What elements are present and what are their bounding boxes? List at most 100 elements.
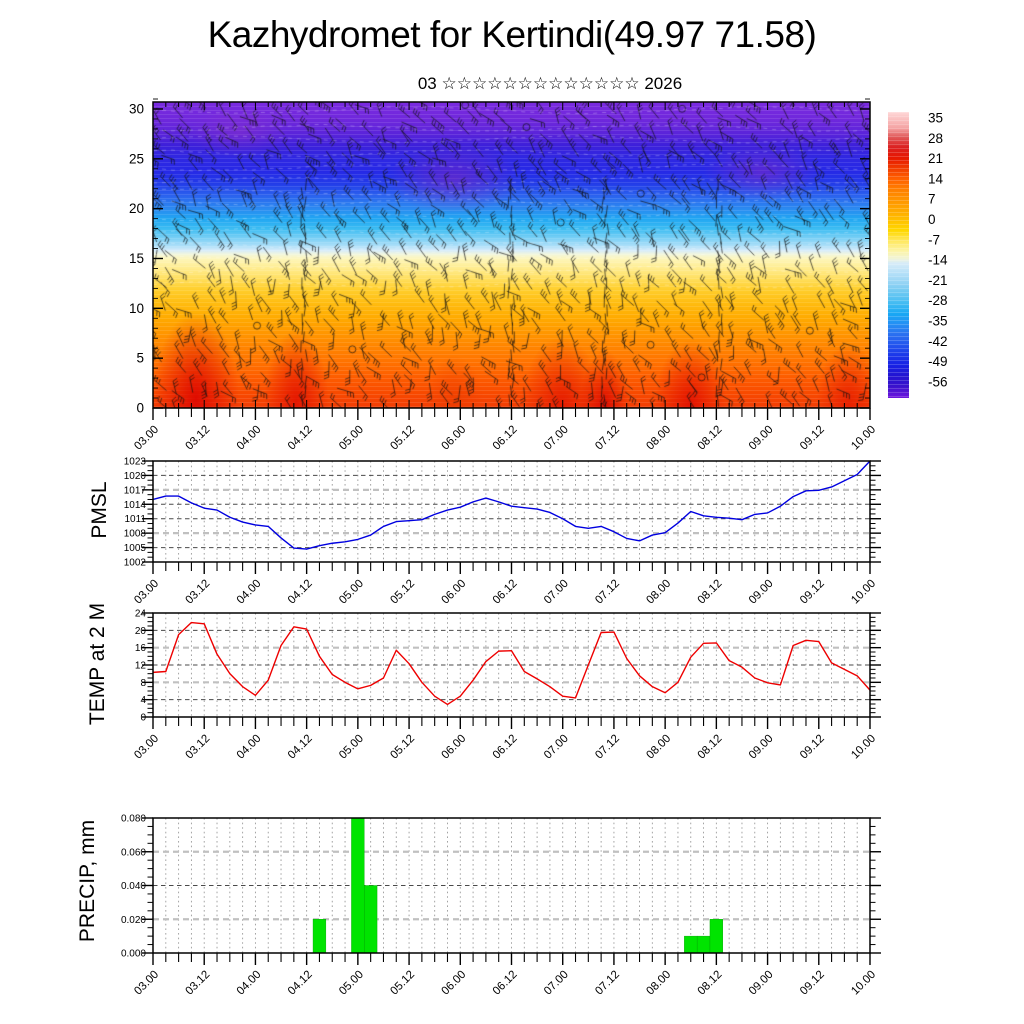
y-tick-label: 4 (140, 695, 146, 706)
y-tick-label: 1008 (124, 529, 147, 540)
x-tick-label: 09.00 (747, 424, 776, 453)
x-tick-label: 06.12 (491, 733, 520, 762)
x-tick-label: 05.00 (337, 424, 366, 453)
precip-bar (312, 919, 327, 954)
x-tick-label: 06.12 (491, 969, 520, 998)
pmsl-series-line (152, 460, 871, 550)
x-tick-label: 05.12 (388, 969, 417, 998)
y-tick-label: 1017 (124, 485, 147, 496)
x-tick-label: 04.12 (286, 733, 315, 762)
x-tick-label: 03.00 (132, 969, 161, 998)
x-tick-label: 08.00 (644, 578, 673, 607)
x-tick-label: 04.00 (235, 733, 264, 762)
precip-bar (709, 919, 723, 954)
x-tick-label: 04.12 (286, 969, 315, 998)
y-tick-label: 0 (140, 713, 146, 724)
y-tick-label: 0 (136, 401, 144, 416)
colorbar-tick-label: 28 (928, 131, 943, 146)
x-tick-label: 08.12 (696, 733, 725, 762)
x-tick-label: 07.12 (593, 733, 622, 762)
x-tick-label: 07.12 (593, 578, 622, 607)
colorbar-tick-label: -35 (928, 314, 948, 329)
y-tick-label: 1020 (124, 471, 147, 482)
x-tick-label: 09.00 (747, 578, 776, 607)
temp2m-series-line (152, 621, 871, 706)
y-tick-label: 12 (135, 661, 147, 672)
y-tick-label: 10 (129, 301, 144, 316)
pmsl-frame (152, 460, 871, 563)
x-tick-label: 09.00 (747, 969, 776, 998)
y-tick-label: 0.020 (121, 915, 146, 926)
y-tick-label: 1011 (124, 514, 146, 525)
x-tick-label: 03.12 (183, 969, 212, 998)
x-tick-label: 10.00 (849, 424, 878, 453)
y-tick-label: 1023 (124, 457, 147, 468)
y-tick-label: 1002 (124, 558, 147, 569)
x-tick-label: 09.12 (798, 578, 827, 607)
x-tick-label: 10.00 (849, 969, 878, 998)
y-tick-label: 0.040 (121, 881, 146, 892)
x-tick-label: 06.12 (491, 424, 520, 453)
x-tick-label: 08.00 (644, 969, 673, 998)
colorbar-tick-label: -42 (928, 334, 948, 349)
x-tick-label: 08.12 (696, 424, 725, 453)
x-tick-label: 04.12 (286, 578, 315, 607)
y-tick-label: 25 (129, 151, 144, 166)
x-tick-label: 03.12 (183, 578, 212, 607)
y-tick-label: 0.000 (121, 949, 146, 960)
x-tick-label: 06.12 (491, 578, 520, 607)
x-tick-label: 05.12 (388, 424, 417, 453)
x-tick-label: 09.12 (798, 424, 827, 453)
colorbar-tick-label: 21 (928, 151, 943, 166)
precip-bar (364, 885, 378, 954)
x-tick-label: 08.00 (644, 424, 673, 453)
x-tick-label: 08.00 (644, 733, 673, 762)
y-tick-label: 16 (135, 643, 147, 654)
y-tick-label: 1014 (124, 500, 147, 511)
colorbar-tick-label: -7 (928, 232, 940, 247)
x-tick-label: 10.00 (849, 578, 878, 607)
y-tick-label: 30 (129, 101, 144, 116)
x-tick-label: 03.00 (132, 424, 161, 453)
x-tick-label: 03.00 (132, 578, 161, 607)
x-tick-label: 06.00 (440, 578, 469, 607)
x-tick-label: 08.12 (696, 969, 725, 998)
x-tick-label: 07.00 (542, 733, 571, 762)
x-tick-label: 06.00 (440, 424, 469, 453)
x-tick-label: 07.12 (593, 969, 622, 998)
temperature-colorbar (888, 112, 909, 398)
colorbar-tick-label: 14 (928, 171, 944, 186)
x-tick-label: 05.00 (337, 733, 366, 762)
page-title: Kazhydromet for Kertindi(49.97 71.58) (207, 14, 817, 55)
y-tick-label: 1005 (124, 543, 147, 554)
x-tick-label: 07.00 (542, 424, 571, 453)
x-tick-label: 05.00 (337, 969, 366, 998)
x-tick-label: 07.00 (542, 578, 571, 607)
x-tick-label: 05.00 (337, 578, 366, 607)
y-tick-label: 5 (136, 351, 144, 366)
x-tick-label: 05.12 (388, 733, 417, 762)
colorbar-tick-label: 7 (928, 192, 936, 207)
x-tick-label: 08.12 (696, 578, 725, 607)
x-tick-label: 06.00 (440, 969, 469, 998)
wind-barbs-layer (153, 102, 870, 408)
colorbar-tick-label: -14 (928, 253, 948, 268)
x-tick-label: 03.12 (183, 424, 212, 453)
colorbar-tick-label: 0 (928, 212, 936, 227)
y-tick-label: 20 (129, 201, 144, 216)
precip-bar (684, 935, 698, 954)
y-tick-label: 8 (140, 678, 146, 689)
y-tick-label: 15 (129, 251, 144, 266)
x-tick-label: 05.12 (388, 578, 417, 607)
x-tick-label: 04.00 (235, 578, 264, 607)
x-tick-label: 09.12 (798, 969, 827, 998)
x-tick-label: 04.12 (286, 424, 315, 453)
x-tick-label: 07.12 (593, 424, 622, 453)
y-tick-label: 20 (135, 626, 147, 637)
y-tick-label: 0.080 (121, 814, 146, 825)
precip-bar (696, 935, 711, 954)
x-tick-label: 09.12 (798, 733, 827, 762)
y-tick-label: 0.060 (121, 847, 146, 858)
x-tick-label: 06.00 (440, 733, 469, 762)
x-tick-label: 07.00 (542, 969, 571, 998)
